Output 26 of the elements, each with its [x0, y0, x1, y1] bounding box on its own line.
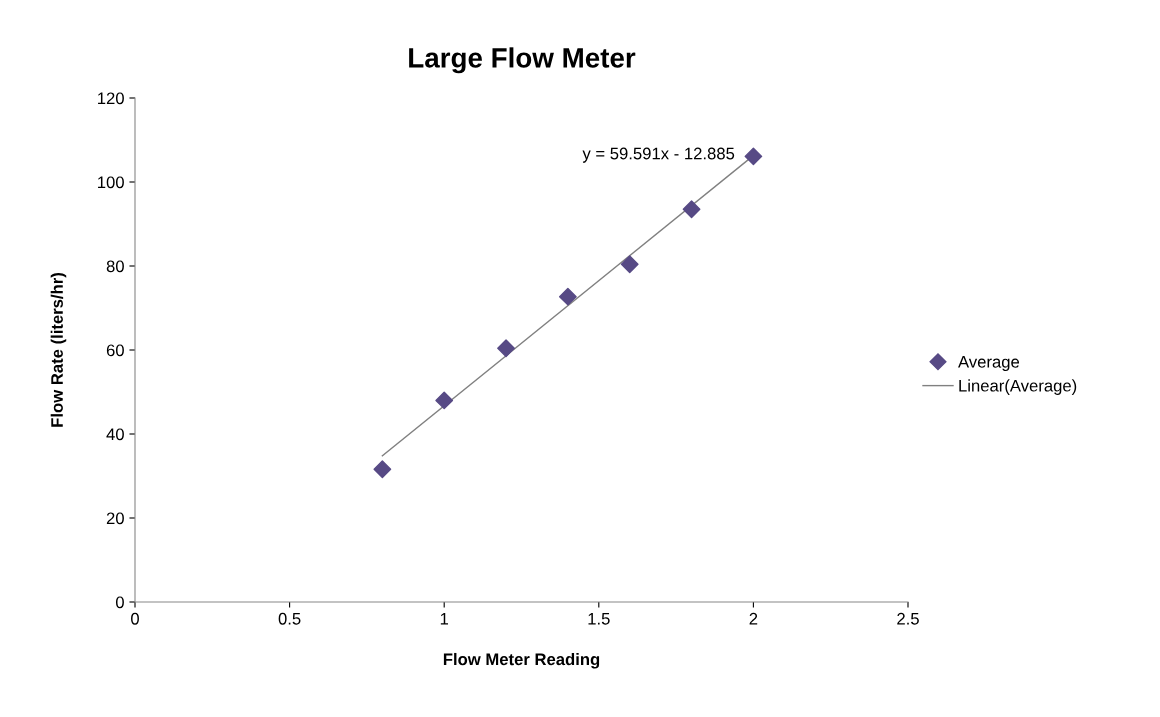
annotation: y = 59.591x - 12.885: [582, 147, 735, 163]
x-tick-label: 0: [131, 612, 139, 625]
x-tick-label: 1: [440, 613, 449, 625]
point: [744, 147, 763, 166]
y-tick-label: 100: [98, 176, 124, 189]
y-tick-label: 60: [106, 344, 124, 357]
point: [497, 339, 515, 358]
point: [620, 255, 639, 274]
point: [682, 200, 701, 219]
x-axis-title: Flow Meter Reading: [443, 652, 600, 669]
y-tick-label: 20: [106, 512, 124, 525]
y-axis-title: Flow Rate (liters/hr): [50, 273, 67, 427]
y-tick-label: 80: [106, 260, 124, 273]
y-tick-label: 0: [115, 596, 124, 609]
x-tick-label: 2: [749, 612, 758, 625]
y-tick-label: 120: [98, 92, 124, 105]
point: [373, 460, 392, 479]
point: [558, 287, 577, 306]
chart-title: Large Flow Meter: [409, 47, 636, 74]
legend-label: Linear(Average): [959, 379, 1077, 395]
x-tick-label: 1.5: [588, 613, 610, 625]
x-tick-label: 2.5: [897, 612, 919, 625]
point: [435, 391, 454, 410]
x-tick-label: 0.5: [278, 612, 301, 625]
legend-label: Average: [958, 356, 1020, 372]
y-tick-label: 40: [106, 428, 124, 441]
